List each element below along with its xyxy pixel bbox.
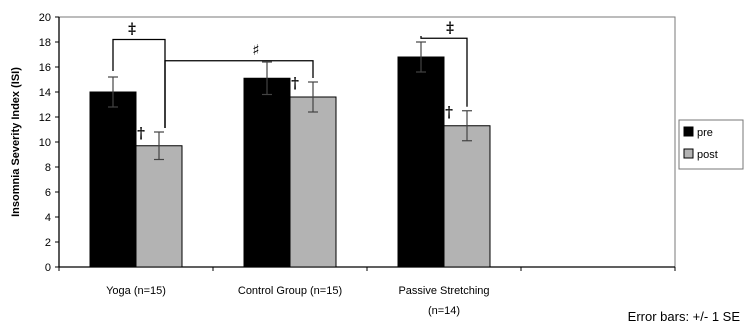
y-axis-label: Insomnia Severity Index (ISI) bbox=[10, 67, 22, 217]
bracket-passive bbox=[420, 36, 468, 107]
y-tick-label: 18 bbox=[39, 37, 51, 49]
y-tick-label: 8 bbox=[45, 162, 51, 174]
bracket-yoga-symbol: ‡ bbox=[128, 20, 136, 38]
category-label: (n=14) bbox=[428, 305, 460, 317]
post-marker: † bbox=[445, 103, 453, 121]
category-label: Control Group (n=15) bbox=[238, 285, 342, 297]
y-tick-label: 16 bbox=[39, 62, 51, 74]
legend-label-post: post bbox=[697, 149, 718, 161]
error-bar-note: Error bars: +/- 1 SE bbox=[628, 309, 741, 324]
bar-pre bbox=[89, 91, 137, 268]
bar-post bbox=[289, 96, 337, 268]
y-tick-label: 6 bbox=[45, 187, 51, 199]
bracket-yoga-control bbox=[164, 60, 314, 128]
legend-swatch-post bbox=[683, 148, 694, 159]
y-tick-label: 10 bbox=[39, 137, 51, 149]
bar-pre bbox=[243, 77, 291, 268]
category-label: Passive Stretching bbox=[398, 285, 489, 297]
post-marker: † bbox=[291, 74, 299, 92]
bracket-passive-symbol: ‡ bbox=[446, 18, 454, 36]
bracket-yoga-control-symbol: ♯ bbox=[252, 41, 259, 59]
y-tick-label: 2 bbox=[45, 237, 51, 249]
post-marker: † bbox=[137, 124, 145, 142]
legend-swatch-pre bbox=[683, 126, 694, 137]
bar-pre bbox=[397, 56, 445, 268]
plot-area: 0 2 4 6 8 10 12 14 16 18 20 Insomnia Severity Index… bbox=[10, 12, 744, 324]
bar-post bbox=[135, 145, 183, 268]
y-tick-label: 0 bbox=[45, 262, 51, 274]
y-tick-label: 14 bbox=[39, 87, 51, 99]
y-tick-label: 20 bbox=[39, 12, 51, 24]
y-tick-label: 4 bbox=[45, 212, 51, 224]
legend-label-pre: pre bbox=[697, 127, 713, 139]
category-label: Yoga (n=15) bbox=[106, 285, 166, 297]
bar-post bbox=[443, 125, 491, 268]
y-tick-label: 12 bbox=[39, 112, 51, 124]
